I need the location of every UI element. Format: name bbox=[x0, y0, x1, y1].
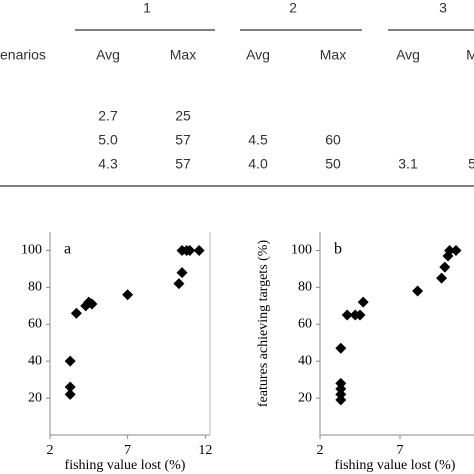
y-tick-label: 60 bbox=[28, 316, 42, 331]
cell: 3.1 bbox=[398, 156, 418, 172]
cell: 25 bbox=[175, 108, 191, 124]
point bbox=[436, 272, 448, 284]
cell: 4.5 bbox=[248, 132, 268, 148]
point bbox=[357, 296, 369, 308]
x-axis-label: fishing value lost (%) bbox=[65, 458, 186, 473]
cell: 60 bbox=[325, 132, 341, 148]
cell: 4.0 bbox=[248, 156, 268, 172]
y-tick-label: 20 bbox=[28, 390, 42, 405]
x-tick-label: 7 bbox=[397, 443, 404, 458]
column-header: Avg bbox=[396, 47, 420, 63]
column-header: Avg bbox=[96, 47, 120, 63]
column-header: Max bbox=[320, 47, 346, 63]
y-tick-label: 100 bbox=[291, 243, 312, 258]
x-tick-label: 7 bbox=[124, 443, 131, 458]
point bbox=[335, 377, 347, 389]
point bbox=[412, 285, 424, 297]
y-tick-label: 40 bbox=[298, 353, 312, 368]
cell: 5.0 bbox=[98, 132, 118, 148]
point bbox=[439, 261, 451, 273]
column-header: M bbox=[466, 47, 474, 63]
column-header: Avg bbox=[246, 47, 270, 63]
point bbox=[335, 383, 347, 395]
cell: 2.7 bbox=[98, 108, 118, 124]
group-header: 1 bbox=[143, 0, 151, 16]
point bbox=[64, 381, 76, 393]
y-tick-label: 60 bbox=[298, 316, 312, 331]
group-header: 2 bbox=[289, 0, 297, 16]
y-tick-label: 80 bbox=[298, 280, 312, 295]
point bbox=[335, 394, 347, 406]
panel-label: b bbox=[334, 241, 342, 258]
point bbox=[341, 309, 353, 321]
y-tick-label: 100 bbox=[21, 243, 42, 258]
column-header: enarios bbox=[0, 47, 46, 63]
point bbox=[335, 388, 347, 400]
column-header: Max bbox=[170, 47, 196, 63]
cell: 57 bbox=[175, 132, 191, 148]
point bbox=[122, 289, 134, 301]
y-tick-label: 40 bbox=[28, 353, 42, 368]
y-axis-label: features achieving targets (%) bbox=[256, 240, 271, 408]
point bbox=[335, 342, 347, 354]
y-tick-label: 80 bbox=[28, 280, 42, 295]
point bbox=[176, 267, 188, 279]
point bbox=[354, 309, 366, 321]
point bbox=[184, 244, 196, 256]
x-axis-label: fishing value lost (%) bbox=[335, 458, 456, 473]
point bbox=[450, 244, 462, 256]
point bbox=[64, 388, 76, 400]
x-tick-label: 2 bbox=[47, 443, 54, 458]
cell: 57 bbox=[175, 156, 191, 172]
point bbox=[193, 244, 205, 256]
point bbox=[173, 278, 185, 290]
x-tick-label: 2 bbox=[317, 443, 324, 458]
cell: 5 bbox=[468, 156, 474, 172]
y-tick-label: 20 bbox=[298, 390, 312, 405]
panel-label: a bbox=[64, 241, 71, 258]
x-tick-label: 12 bbox=[198, 443, 212, 458]
point bbox=[70, 307, 82, 319]
cell: 50 bbox=[325, 156, 341, 172]
point bbox=[86, 298, 98, 310]
group-header: 3 bbox=[439, 0, 447, 16]
point bbox=[64, 355, 76, 367]
point bbox=[444, 244, 456, 256]
cell: 4.3 bbox=[98, 156, 118, 172]
